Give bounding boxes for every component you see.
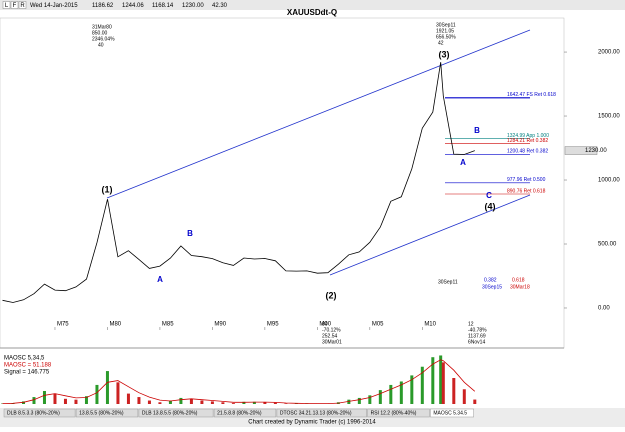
tab-label[interactable]: 13.8.5.5 (80%-20%) <box>79 411 124 417</box>
indicator-bar <box>127 394 130 404</box>
indicator-bar <box>439 355 442 404</box>
toolbar-button-label[interactable]: R <box>20 3 25 9</box>
indicator-bar <box>137 397 140 404</box>
tab-label[interactable]: MAOSC 5.34.5 <box>433 411 467 417</box>
x-tick-label: M75 <box>57 322 69 328</box>
indicator-bar <box>43 391 46 404</box>
indicator-bar <box>106 371 109 404</box>
fib-label: 1642.47 FS Ret 0.618 <box>507 92 556 98</box>
indicator-bar <box>463 389 466 404</box>
indicator-bar <box>452 378 455 404</box>
indicator-label: MAOSC = 51.188 <box>4 363 52 369</box>
annotation: 42 <box>438 40 444 46</box>
indicator-bar <box>442 362 445 404</box>
annotation: 0.382 <box>484 277 497 283</box>
annotation: A <box>460 158 466 167</box>
signal-line <box>3 360 475 404</box>
x-tick-label: M85 <box>162 322 174 328</box>
tab-label[interactable]: 21.5.8.8 (80%-20%) <box>217 411 262 417</box>
tab-label[interactable]: RSI 12.2 (80%-40%) <box>371 411 417 417</box>
annotation: 6Nov14 <box>468 339 485 345</box>
y-tick-label: 2000.00 <box>598 50 620 56</box>
toolbar-quote: 42.30 <box>212 3 228 9</box>
last-price-label: 1230.00 <box>585 148 607 154</box>
annotation: 30Mar18 <box>510 284 530 290</box>
fib-label: 1284.21 Ret 0.382 <box>507 138 548 144</box>
indicator-bar <box>200 401 203 404</box>
toolbar-button-label[interactable]: F <box>13 3 17 9</box>
annotation: 0.618 <box>512 277 525 283</box>
price-line <box>3 62 475 302</box>
y-tick-label: 0.00 <box>598 306 610 312</box>
indicator-bar <box>190 399 193 404</box>
indicator-bar <box>95 385 98 404</box>
indicator-bar <box>232 403 235 404</box>
lower-channel <box>330 195 530 275</box>
indicator-label: Signal = 146.775 <box>4 370 50 376</box>
footer: Chart created by Dynamic Trader (c) 1996… <box>248 420 376 426</box>
indicator-bar <box>221 402 224 404</box>
annotation: (3) <box>439 49 450 59</box>
fib-label: 1200.48 Ret 0.382 <box>507 149 548 155</box>
annotation: 30Mar01 <box>322 339 342 345</box>
indicator-bar <box>473 400 476 404</box>
annotation: B <box>187 229 193 238</box>
x-tick-label: M80 <box>109 322 121 328</box>
tab-label[interactable]: DTOSC 34.21.13.13 (80%-20%) <box>280 411 352 417</box>
indicator-bar <box>148 401 151 404</box>
indicator-bar <box>116 382 119 404</box>
indicator-bar <box>368 395 371 404</box>
annotation: (2) <box>326 290 337 300</box>
x-tick-label: M10 <box>424 322 436 328</box>
tab-label[interactable]: DLB 13.8.5.5 (80%-20%) <box>142 411 198 417</box>
toolbar-quote: 1186.62 <box>92 3 114 9</box>
annotation: 40 <box>98 42 104 48</box>
x-tick-label: M90 <box>214 322 226 328</box>
chart-title: XAUUSDdt-Q <box>287 8 337 17</box>
indicator-title: MAOSC 5,34,5 <box>4 356 45 362</box>
indicator-bar <box>389 385 392 404</box>
indicator-bar <box>274 403 277 404</box>
y-tick-label: 1500.00 <box>598 114 620 120</box>
upper-channel <box>107 30 530 198</box>
x-tick-label: M05 <box>372 322 384 328</box>
annotation: 30Sep15 <box>482 284 502 290</box>
indicator-bar <box>32 397 35 404</box>
indicator-bar <box>64 399 67 404</box>
fib-label: 890.76 Ret 0.618 <box>507 188 546 194</box>
indicator-bar <box>53 394 56 404</box>
fib-label: 977.96 Ret 0.500 <box>507 177 546 183</box>
x-tick-label: M95 <box>267 322 279 328</box>
indicator-bar <box>74 400 77 404</box>
toolbar-quote: 1168.14 <box>152 3 174 9</box>
toolbar-date: Wed 14-Jan-2015 <box>30 3 78 9</box>
annotation: (1) <box>102 184 113 194</box>
toolbar-quote: 1230.00 <box>182 3 204 9</box>
indicator-bar <box>158 402 161 404</box>
indicator-bar <box>379 390 382 404</box>
toolbar-quote: 1244.06 <box>122 3 144 9</box>
tab-label[interactable]: DLB 8.5.3.3 (80%-20%) <box>7 411 60 417</box>
indicator-bar <box>179 398 182 404</box>
y-tick-label: 1000.00 <box>598 178 620 184</box>
y-tick-label: 500.00 <box>598 242 617 248</box>
annotation: A <box>157 275 163 284</box>
indicator-bar <box>211 401 214 404</box>
annotation: B <box>474 126 480 135</box>
annotation: (4) <box>485 201 496 211</box>
annotation: C <box>486 191 492 200</box>
indicator-bar <box>358 398 361 404</box>
annotation: 30Sep11 <box>438 279 458 285</box>
